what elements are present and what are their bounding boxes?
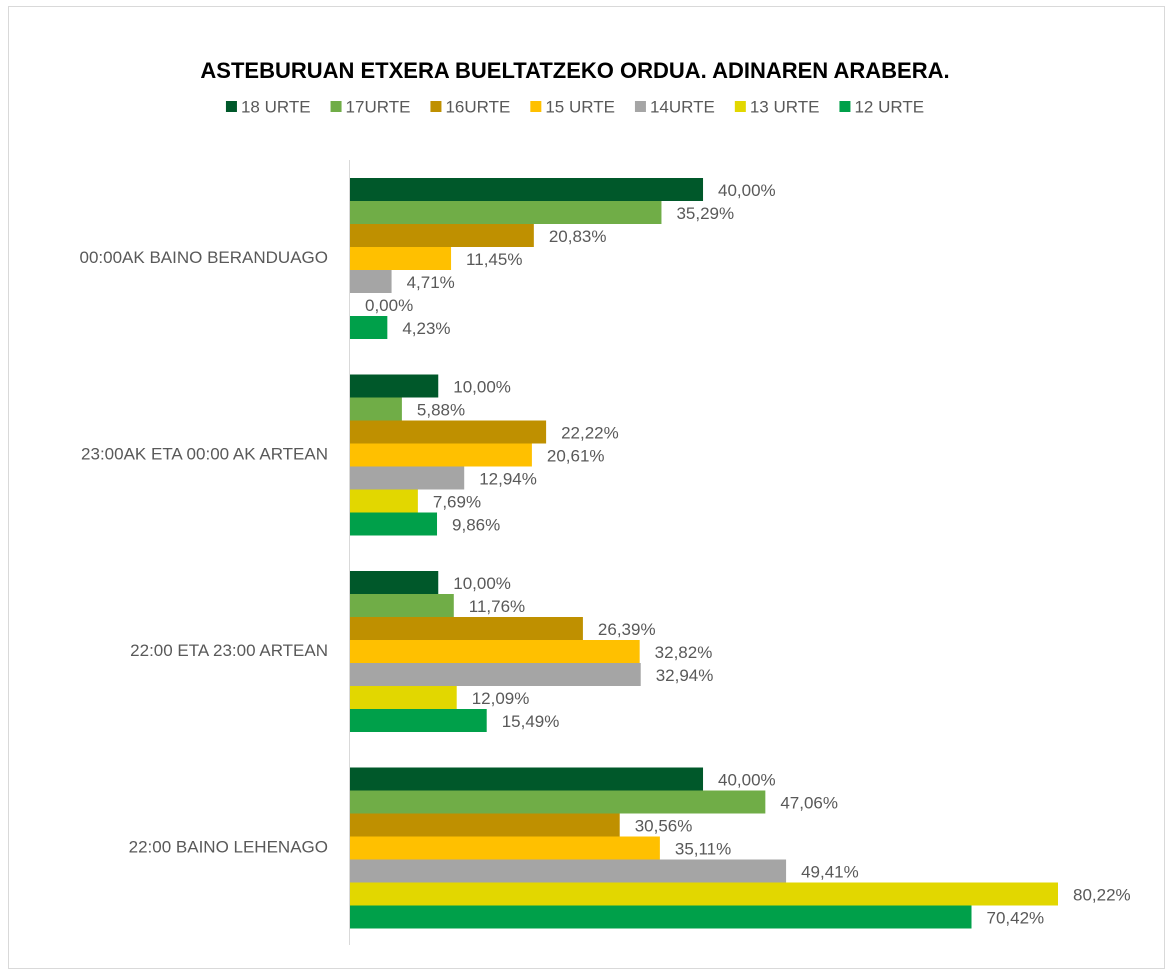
value-label: 70,42% <box>987 908 1045 927</box>
value-label: 4,71% <box>407 273 455 292</box>
legend-swatch <box>225 101 237 112</box>
bar <box>350 640 640 663</box>
category-label: 22:00 BAINO LEHENAGO <box>129 837 328 856</box>
value-label: 0,00% <box>365 296 413 315</box>
bar <box>350 316 388 339</box>
bar <box>350 374 439 398</box>
legend-label: 16URTE <box>445 97 510 116</box>
legend-swatch <box>634 101 646 112</box>
bar <box>350 767 704 791</box>
bar <box>350 224 534 247</box>
legend-swatch <box>839 101 851 112</box>
bar <box>350 594 454 617</box>
chart-title: ASTEBURUAN ETXERA BUELTATZEKO ORDUA. ADI… <box>200 58 949 83</box>
bar <box>350 247 452 270</box>
bar <box>350 836 660 860</box>
category-label: 23:00AK ETA 00:00 AK ARTEAN <box>81 444 328 463</box>
value-label: 15,49% <box>502 712 560 731</box>
category-label: 00:00AK BAINO BERANDUAGO <box>80 248 328 267</box>
value-label: 7,69% <box>433 492 481 511</box>
bar <box>350 466 465 490</box>
legend-label: 15 URTE <box>545 97 615 116</box>
bar <box>350 686 457 709</box>
value-label: 5,88% <box>417 400 465 419</box>
bar <box>350 709 487 732</box>
value-label: 80,22% <box>1073 885 1131 904</box>
value-label: 10,00% <box>453 574 511 593</box>
bar <box>350 617 583 640</box>
legend-label: 13 URTE <box>750 97 820 116</box>
value-label: 20,83% <box>549 227 607 246</box>
legend-label: 12 URTE <box>854 97 924 116</box>
bar <box>350 420 547 444</box>
value-label: 49,41% <box>801 862 859 881</box>
value-label: 12,94% <box>479 469 537 488</box>
bar <box>350 201 662 224</box>
value-label: 20,61% <box>547 446 605 465</box>
value-label: 12,09% <box>472 689 530 708</box>
bar <box>350 178 704 201</box>
bar <box>350 859 787 883</box>
value-label: 32,82% <box>655 643 713 662</box>
value-label: 4,23% <box>402 319 450 338</box>
value-label: 26,39% <box>598 620 656 639</box>
value-label: 47,06% <box>780 793 838 812</box>
value-label: 35,11% <box>675 839 731 858</box>
bar <box>350 905 972 929</box>
value-label: 32,94% <box>656 666 714 685</box>
value-label: 11,45% <box>466 250 522 269</box>
legend-label: 17URTE <box>346 97 411 116</box>
category-label: 22:00 ETA 23:00 ARTEAN <box>130 641 328 660</box>
bar <box>350 882 1058 906</box>
bar <box>350 512 438 536</box>
legend-swatch <box>734 101 746 112</box>
bar <box>350 571 439 594</box>
value-label: 35,29% <box>676 204 734 223</box>
bar <box>350 270 392 293</box>
legend-swatch <box>530 101 542 112</box>
value-label: 10,00% <box>453 377 511 396</box>
value-label: 40,00% <box>718 770 776 789</box>
legend-label: 14URTE <box>650 97 715 116</box>
legend-label: 18 URTE <box>241 97 311 116</box>
bar <box>350 790 766 814</box>
value-label: 11,76% <box>469 597 525 616</box>
legend-swatch <box>430 101 442 112</box>
value-label: 9,86% <box>452 515 500 534</box>
value-label: 22,22% <box>561 423 619 442</box>
bar <box>350 443 532 467</box>
bar <box>350 397 402 421</box>
bar <box>350 813 620 837</box>
legend-swatch <box>330 101 342 112</box>
bar <box>350 489 418 513</box>
value-label: 30,56% <box>635 816 693 835</box>
bar <box>350 663 641 686</box>
value-label: 40,00% <box>718 181 776 200</box>
